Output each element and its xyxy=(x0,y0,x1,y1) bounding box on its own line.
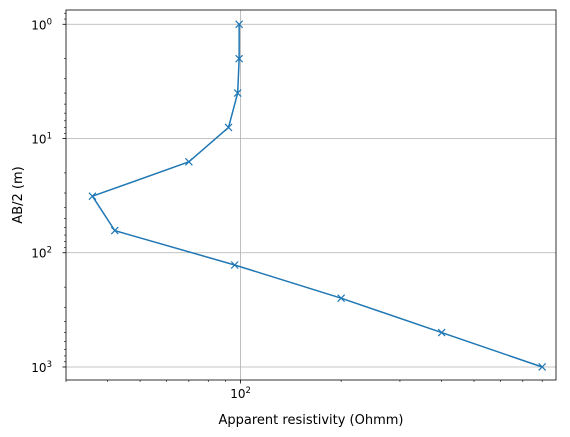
data-point-marker xyxy=(88,192,97,201)
marker-stroke xyxy=(538,363,547,371)
series-line xyxy=(91,24,543,368)
minor-ticks xyxy=(64,12,543,382)
y-tick-label: 100 xyxy=(31,17,52,32)
grid-lines xyxy=(66,10,556,380)
y-axis-label: AB/2 (m) xyxy=(11,166,26,223)
marker-stroke xyxy=(235,20,244,29)
x-tick-label: 102 xyxy=(230,386,251,401)
marker-stroke xyxy=(224,123,233,132)
series-layer xyxy=(88,20,547,371)
plot-frame xyxy=(65,9,557,381)
y-tick-label: 101 xyxy=(31,132,52,147)
data-point-marker xyxy=(235,54,244,63)
y-tick-label: 103 xyxy=(31,360,52,375)
marker-stroke xyxy=(88,192,97,201)
marker-stroke xyxy=(337,294,346,303)
data-point-marker xyxy=(184,157,193,166)
data-point-marker xyxy=(233,89,242,97)
y-tick-label: 102 xyxy=(31,246,52,261)
marker-stroke xyxy=(184,157,193,166)
data-point-marker xyxy=(224,123,233,132)
marker-stroke xyxy=(233,89,242,97)
data-point-marker xyxy=(538,363,547,371)
marker-stroke xyxy=(110,226,119,235)
marker-stroke xyxy=(230,261,239,269)
data-point-marker xyxy=(437,328,446,337)
major-ticks xyxy=(62,23,242,384)
marker-stroke xyxy=(437,328,446,337)
data-point-marker xyxy=(235,20,244,29)
marker-stroke xyxy=(235,54,244,63)
tick-labels: 102 100 101 102 103 xyxy=(31,17,251,401)
x-axis-label: Apparent resistivity (Ohmm) xyxy=(219,413,404,428)
data-point-marker xyxy=(110,226,119,235)
data-point-marker xyxy=(230,261,239,269)
data-point-marker xyxy=(337,294,346,303)
